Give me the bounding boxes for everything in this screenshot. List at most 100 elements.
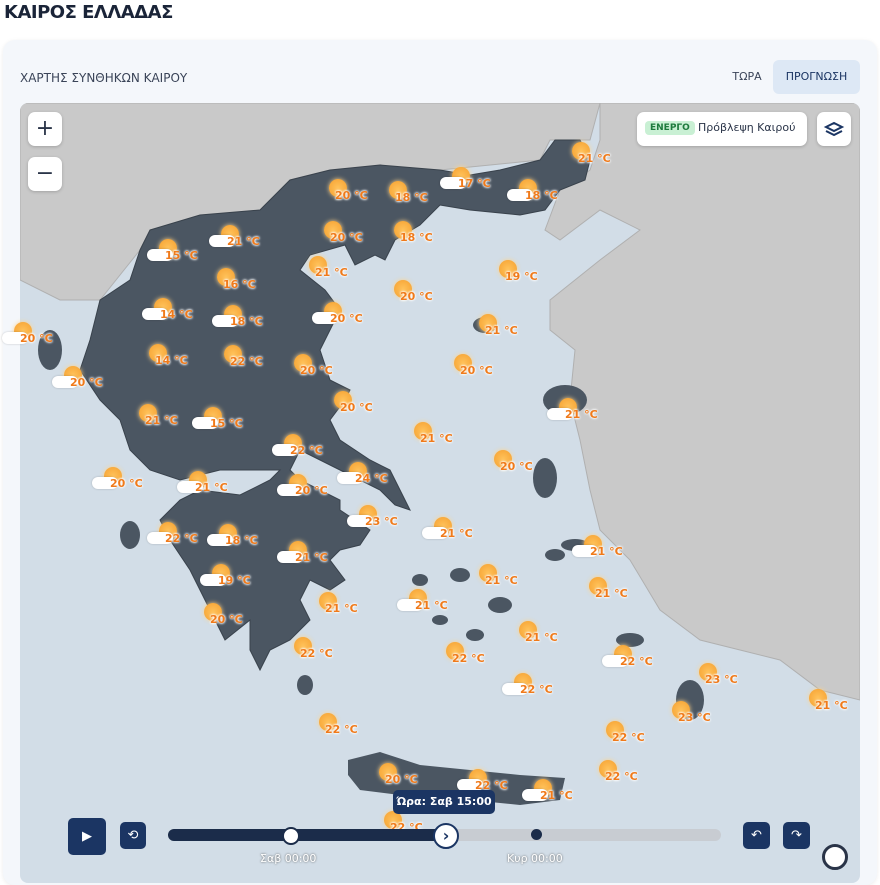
temperature-label: 20 °C — [300, 364, 333, 377]
weather-icon — [319, 592, 337, 610]
temperature-label: 20 °C — [110, 477, 143, 490]
map-shapes — [20, 103, 860, 805]
temperature-label: 22 °C — [165, 532, 198, 545]
weather-icon — [507, 189, 533, 201]
timeline-day-marker[interactable] — [531, 829, 542, 840]
weather-icon — [192, 417, 218, 429]
weather-icon — [142, 308, 168, 320]
weather-icon — [309, 256, 327, 274]
weather-icon — [224, 345, 242, 363]
temperature-label: 15 °C — [165, 249, 198, 262]
temperature-label: 21 °C — [565, 408, 598, 421]
weather-icon — [384, 811, 402, 829]
temperature-label: 22 °C — [612, 731, 645, 744]
weather-icon — [312, 312, 338, 324]
weather-icon — [294, 637, 312, 655]
weather-icon — [479, 314, 497, 332]
page-title: ΚΑΙΡΟΣ ΕΛΛΑΔΑΣ — [4, 2, 173, 23]
weather-icon — [606, 721, 624, 739]
temperature-label: 21 °C — [485, 324, 518, 337]
weather-icon — [139, 404, 157, 422]
weather-icon — [672, 701, 690, 719]
zoom-out[interactable]: − — [28, 157, 62, 191]
temperature-label: 21 °C — [145, 414, 178, 427]
weather-icon — [599, 760, 617, 778]
card-title: ΧΑΡΤΗΣ ΣΥΝΘΗΚΩΝ ΚΑΙΡΟΥ — [20, 71, 188, 85]
weather-icon — [379, 763, 397, 781]
weather-icon — [457, 779, 483, 791]
timeline-progress — [168, 829, 446, 841]
weather-icon — [147, 249, 173, 261]
temperature-label: 23 °C — [705, 673, 738, 686]
temperature-label: 21 °C — [195, 481, 228, 494]
weather-icon — [602, 655, 628, 667]
weather-icon — [204, 603, 222, 621]
layers-button[interactable] — [817, 112, 851, 146]
temperature-label: 21 °C — [595, 587, 628, 600]
temperature-label: 21 °C — [525, 631, 558, 644]
temperature-label: 23 °C — [365, 515, 398, 528]
play-button[interactable]: ▶ — [68, 818, 106, 855]
timeline-day-marker[interactable] — [282, 827, 300, 845]
temperature-label: 22 °C — [290, 444, 323, 457]
temperature-label: 20 °C — [460, 364, 493, 377]
weather-icon — [519, 621, 537, 639]
weather-icon — [207, 534, 233, 546]
temperature-label: 21 °C — [415, 599, 448, 612]
temperature-label: 22 °C — [230, 355, 263, 368]
tab-forecast[interactable]: ΠΡΟΓΝΩΣΗ — [773, 60, 860, 94]
temperature-label: 21 °C — [578, 152, 611, 165]
temperature-label: 22 °C — [620, 655, 653, 668]
weather-icon — [502, 683, 528, 695]
weather-icon — [414, 422, 432, 440]
weather-icon — [446, 642, 464, 660]
temperature-label: 18 °C — [395, 191, 428, 204]
land — [544, 103, 860, 701]
tab-now[interactable]: ΤΩΡΑ — [732, 70, 762, 83]
weather-icon — [440, 177, 466, 189]
temperature-label: 15 °C — [210, 417, 243, 430]
temperature-label: 19 °C — [218, 574, 251, 587]
temperature-label: 20 °C — [20, 332, 53, 345]
temperature-label: 18 °C — [525, 189, 558, 202]
temperature-label: 20 °C — [400, 290, 433, 303]
zoom-in[interactable]: + — [28, 112, 62, 146]
weather-icon — [277, 551, 303, 563]
logo — [822, 844, 848, 870]
temperature-label: 22 °C — [605, 770, 638, 783]
weather-icon — [147, 532, 173, 544]
weather-icon — [92, 477, 118, 489]
previous-button[interactable]: ↶ — [743, 822, 770, 849]
temperature-label: 21 °C — [325, 602, 358, 615]
temperature-label: 21 °C — [315, 266, 348, 279]
map[interactable] — [20, 103, 860, 883]
weather-icon — [494, 450, 512, 468]
temperature-label: 14 °C — [155, 354, 188, 367]
temperature-label: 21 °C — [815, 699, 848, 712]
temperature-label: 20 °C — [210, 613, 243, 626]
temperature-label: 16 °C — [223, 278, 256, 291]
temperature-label: 24 °C — [355, 472, 388, 485]
temperature-label: 20 °C — [330, 312, 363, 325]
weather-icon — [2, 332, 28, 344]
temperature-label: 21 °C — [440, 527, 473, 540]
temperature-label: 21 °C — [420, 432, 453, 445]
temperature-label: 19 °C — [505, 270, 538, 283]
temperature-label: 18 °C — [225, 534, 258, 547]
temperature-label: 18 °C — [230, 315, 263, 328]
layer-badge: ΕΝΕΡΓΟ — [645, 121, 695, 135]
weather-icon — [572, 142, 590, 160]
temperature-label: 20 °C — [330, 231, 363, 244]
temperature-label: 20 °C — [335, 189, 368, 202]
temperature-label: 22 °C — [520, 683, 553, 696]
repeat-button[interactable]: ⟲ — [120, 822, 146, 849]
timeline-handle[interactable]: › — [433, 823, 459, 849]
temperature-label: 21 °C — [485, 574, 518, 587]
temperature-label: 21 °C — [227, 235, 260, 248]
weather-icon — [337, 472, 363, 484]
next-button[interactable]: ↷ — [783, 822, 810, 849]
weather-icon — [212, 315, 238, 327]
temperature-label: 20 °C — [295, 484, 328, 497]
weather-icon — [334, 391, 352, 409]
